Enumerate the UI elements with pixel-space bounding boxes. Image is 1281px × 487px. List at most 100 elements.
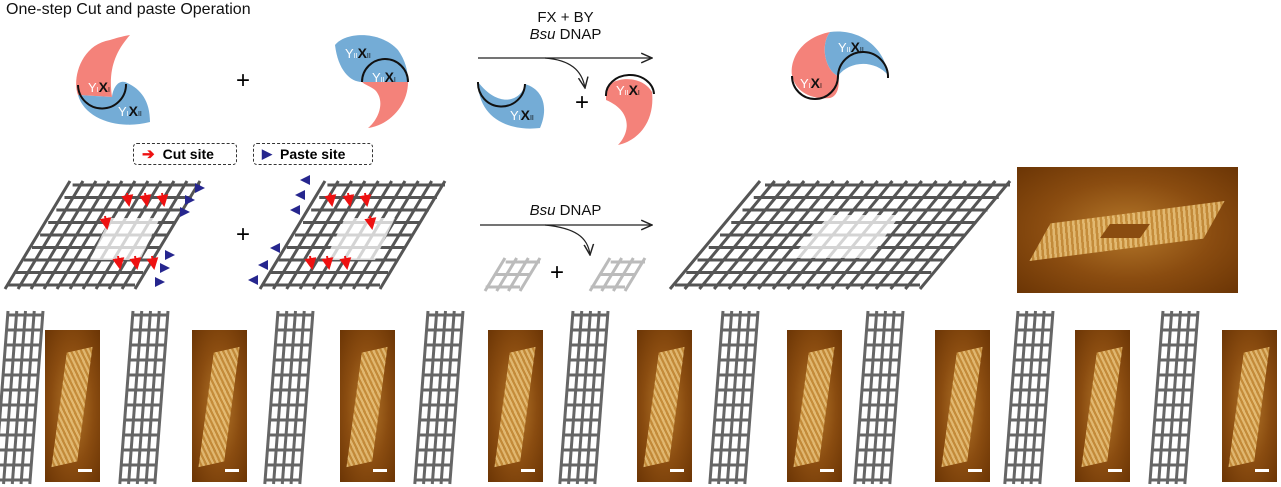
gallery-afm-image-7 (935, 330, 990, 482)
paste-site-triangle (180, 207, 190, 217)
crossover-line (144, 310, 161, 485)
shape-label-right-blue: YIIXII (345, 45, 371, 61)
crossover-line (860, 180, 953, 290)
crossover-line (272, 310, 289, 485)
enzyme-label-mid: Bsu DNAP (478, 202, 653, 219)
reagents-line: FX + BY (537, 9, 594, 26)
crossover-line (683, 180, 776, 290)
yinyang-right (335, 35, 409, 128)
crossover-line (1174, 310, 1191, 485)
crossover-line (558, 310, 575, 485)
crossover-line (153, 310, 170, 485)
gallery-lattice-2 (118, 310, 170, 485)
site-markers (99, 175, 377, 287)
crossover-line (698, 180, 791, 290)
gallery-lattice-4 (413, 310, 465, 485)
crossover-line (280, 310, 297, 485)
gallery-afm-image-5 (637, 330, 692, 482)
crossover-line (1020, 310, 1037, 485)
cut-site-arrow (121, 192, 134, 207)
crossover-line (285, 180, 353, 290)
legend-cut-label: Cut site (162, 146, 214, 162)
crossover-line (734, 310, 751, 485)
crossover-line (127, 310, 144, 485)
crossover-line (727, 180, 820, 290)
crossover-line (742, 180, 835, 290)
plus-sign: + (550, 259, 564, 286)
scale-bar (670, 469, 684, 472)
reagents-label: FX + BY Bsu DNAP (478, 9, 653, 43)
cut-site-arrow (99, 215, 112, 230)
shape-label-final-pink: YIXI (800, 75, 822, 91)
crossover-line (2, 310, 19, 485)
paste-site-triangle (185, 195, 195, 205)
cut-site-arrow (364, 215, 377, 230)
cut-region (790, 215, 900, 258)
crossover-line (623, 257, 647, 292)
blue-comma (78, 81, 150, 125)
crossover-line (28, 310, 45, 485)
crossover-line (495, 257, 518, 292)
crossover-line (904, 180, 997, 290)
crossover-line (1012, 310, 1029, 485)
cut-site-arrow (139, 192, 152, 207)
crossover-line (42, 180, 111, 290)
crossover-line (439, 310, 456, 485)
red-arrow-icon: ➔ (142, 146, 155, 163)
crossover-line (10, 310, 27, 485)
gallery-lattice-7 (853, 310, 905, 485)
crossover-line (1029, 310, 1046, 485)
crossover-line (507, 257, 530, 292)
gallery-lattice-9 (1148, 310, 1200, 485)
crossover-line (135, 310, 152, 485)
crossover-line (588, 257, 612, 292)
enzyme-rest: DNAP (555, 202, 602, 219)
crossover-line (378, 180, 447, 290)
yinyang-left (76, 35, 150, 125)
scale-bar (373, 469, 387, 472)
crossover-line (717, 310, 734, 485)
gallery-lattice-6 (708, 310, 760, 485)
cut-site-arrow (129, 255, 142, 270)
crossover-line (258, 180, 327, 290)
afm-image-main (1017, 167, 1238, 293)
crossover-line (862, 310, 879, 485)
paste-site-triangle (258, 260, 268, 270)
shape-label-right-pink: YIIXI (372, 69, 396, 85)
crossover-line (593, 310, 610, 485)
shape-label-product-blue: YIXII (510, 107, 534, 123)
crossover-line (29, 180, 98, 290)
crossover-line (853, 310, 870, 485)
crossover-line (712, 180, 806, 290)
crossover-line (518, 257, 542, 292)
lattice-layer (0, 180, 1200, 485)
crossover-line (845, 180, 938, 290)
fragment-1 (483, 257, 542, 292)
enzyme-italic: Bsu (529, 202, 556, 219)
blue-comma (335, 35, 408, 82)
crossover-line (55, 180, 124, 290)
pink-part (791, 32, 839, 99)
gallery-afm-image-3 (340, 330, 395, 482)
crossover-line (1157, 310, 1174, 485)
paste-site-triangle (160, 263, 170, 273)
gallery-lattice-3 (263, 310, 315, 485)
blue-triangle-icon: ▶ (262, 146, 272, 161)
release-arrow (544, 57, 585, 88)
cut-site-arrow (321, 255, 334, 270)
crossover-line (743, 310, 760, 485)
crossover-line (584, 310, 601, 485)
lattice-source-cut (3, 180, 202, 290)
fragment-2 (588, 257, 647, 292)
crossover-line (298, 310, 315, 485)
gallery-lattice-5 (558, 310, 610, 485)
cut-site-arrow (156, 192, 169, 207)
crossover-line (448, 310, 465, 485)
paste-site-triangle (300, 175, 310, 185)
plus-sign: + (236, 67, 250, 94)
shape-label-final-blue: YIIXII (838, 39, 864, 55)
crossover-line (3, 180, 72, 290)
cut-site-arrow (324, 192, 337, 207)
crossover-line (16, 180, 85, 290)
